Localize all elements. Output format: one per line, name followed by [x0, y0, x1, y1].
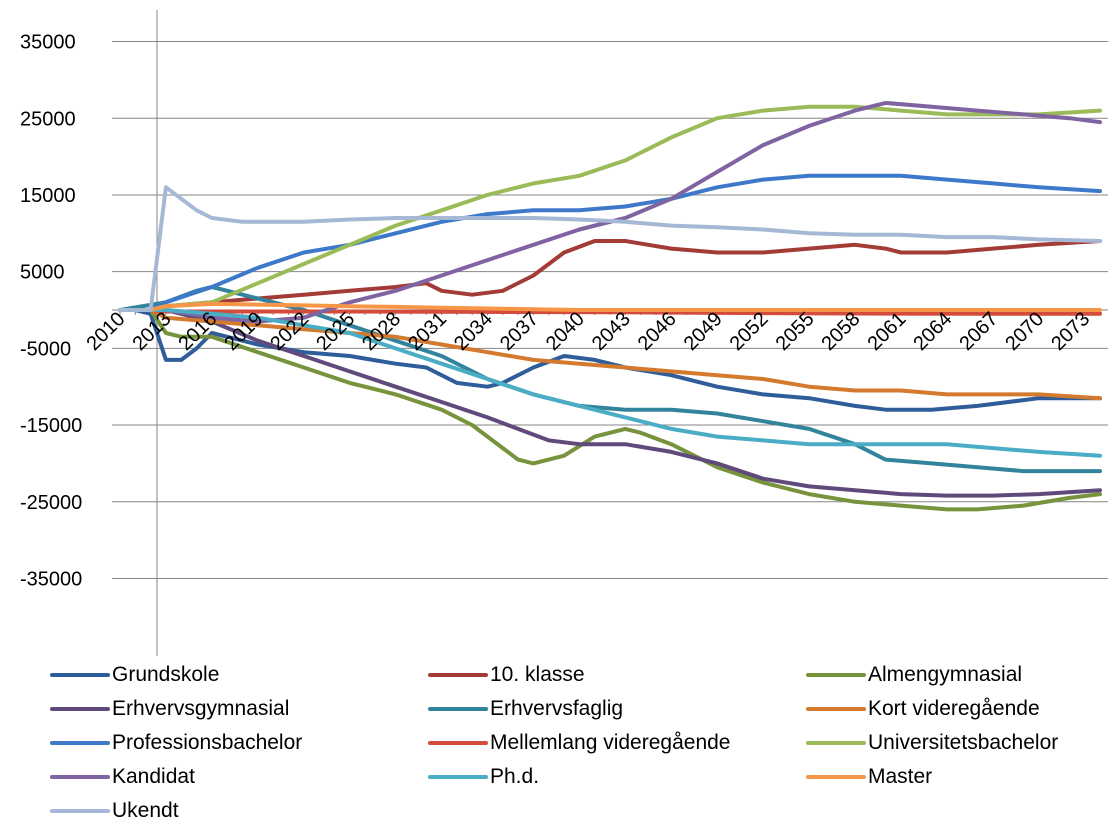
- y-tick-label: -35000: [20, 568, 82, 590]
- legend-item: Kort videregående: [806, 696, 1040, 722]
- legend-label: Ph.d.: [490, 765, 540, 788]
- y-tick-label: 35000: [20, 32, 76, 54]
- legend-item: Mellemlang videregående: [428, 730, 731, 756]
- series-line-3: [118, 308, 1102, 512]
- legend-label: Kandidat: [112, 765, 195, 788]
- line-chart: 35000 25000 15000 5000 -5000 -15000 -25000 -350…: [20, 10, 1108, 656]
- legend-swatch: [50, 809, 110, 813]
- legend-swatch: [50, 673, 110, 677]
- legend-swatch: [50, 741, 110, 745]
- y-tick-label: -15000: [20, 415, 82, 437]
- series-line-12: [118, 301, 1102, 312]
- legend-swatch: [50, 775, 110, 779]
- y-tick-label: 15000: [20, 185, 76, 207]
- legend-item: Universitetsbachelor: [806, 730, 1058, 756]
- legend-item: Almengymnasial: [806, 662, 1022, 688]
- legend-item: 10. klasse: [428, 662, 585, 688]
- legend-item: Erhvervsfaglig: [428, 696, 623, 722]
- y-tick-label: 5000: [20, 262, 65, 284]
- legend-label: Kort videregående: [868, 697, 1040, 720]
- series-line-7: [118, 173, 1102, 312]
- legend-swatch: [428, 741, 488, 745]
- legend-label: Erhvervsgymnasial: [112, 697, 290, 720]
- y-tick-label: -25000: [20, 492, 82, 514]
- legend-label: Grundskole: [112, 663, 220, 686]
- legend-label: Universitetsbachelor: [868, 731, 1059, 754]
- y-tick-label: -5000: [20, 338, 71, 360]
- legend-label: Erhvervsfaglig: [490, 697, 624, 720]
- legend-item: Master: [806, 764, 932, 790]
- y-tick-label: 25000: [20, 108, 76, 130]
- series-line-10: [118, 100, 1102, 324]
- legend-swatch: [806, 707, 866, 711]
- legend-swatch: [428, 673, 488, 677]
- legend-swatch: [428, 707, 488, 711]
- series-line-9: [118, 104, 1102, 312]
- legend-item: Grundskole: [50, 662, 219, 688]
- series-line-1: [118, 308, 1102, 412]
- legend: Grundskole 10. klasse Almengymnasial Erhver…: [50, 662, 1108, 837]
- legend-swatch: [428, 775, 488, 779]
- legend-item: Professionsbachelor: [50, 730, 302, 756]
- series-line-11: [118, 308, 1102, 458]
- legend-label: Mellemlang videregående: [490, 731, 731, 754]
- legend-item: Ph.d.: [428, 764, 539, 790]
- series-line-13: [118, 185, 1102, 312]
- legend-swatch: [50, 707, 110, 711]
- legend-item: Erhvervsgymnasial: [50, 696, 289, 722]
- legend-item: Kandidat: [50, 764, 195, 790]
- legend-swatch: [806, 673, 866, 677]
- legend-label: Professionsbachelor: [112, 731, 303, 754]
- legend-swatch: [806, 741, 866, 745]
- legend-item: Ukendt: [50, 798, 179, 824]
- series-line-4: [118, 308, 1102, 498]
- series-line-6: [118, 308, 1102, 401]
- legend-label: 10. klasse: [490, 663, 585, 686]
- legend-label: Ukendt: [112, 799, 179, 822]
- series-line-2: [118, 239, 1102, 312]
- legend-swatch: [806, 775, 866, 779]
- legend-label: Master: [868, 765, 933, 788]
- legend-label: Almengymnasial: [868, 663, 1023, 686]
